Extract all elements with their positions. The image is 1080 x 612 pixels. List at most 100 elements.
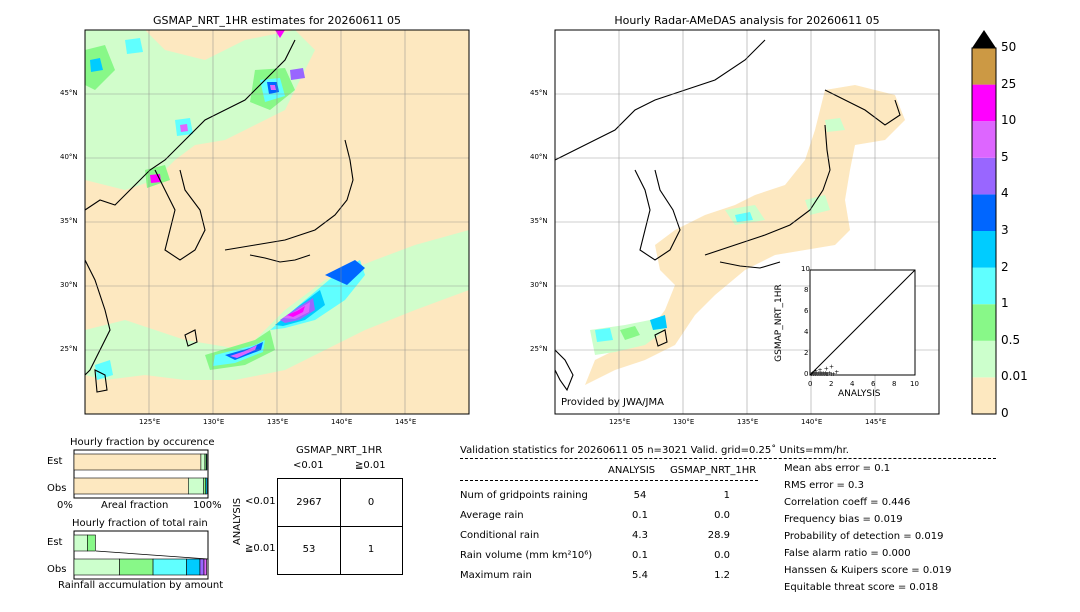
scatter-point-4: + <box>813 371 818 378</box>
scatter-ytick-2: 2 <box>804 349 809 357</box>
scatter-point-21: + <box>829 364 834 371</box>
totBars-obs-seg-3 <box>186 558 201 576</box>
left-lon-130: 130°E <box>203 418 225 426</box>
occBars-obs-seg-0 <box>73 477 189 495</box>
scatter-ytick-6: 6 <box>804 307 809 315</box>
scatter-point-6: + <box>815 371 820 378</box>
right-lat-45: 45°N <box>530 89 548 97</box>
left-lon-135: 135°E <box>267 418 289 426</box>
left-map <box>84 29 470 415</box>
stat-analysis-1: 0.1 <box>632 510 648 521</box>
occurrence-axis-right: 100% <box>193 500 222 511</box>
scatter-point-1: + <box>810 370 815 377</box>
scatter-point-12: + <box>822 371 827 378</box>
occurrence-axis-mid: Areal fraction <box>101 500 169 511</box>
scatter-xtick-10: 10 <box>910 380 919 388</box>
totBars-obs-seg-5 <box>203 558 207 576</box>
occurrence-row-obs: Obs <box>47 483 67 494</box>
total-rain-chart <box>73 530 209 580</box>
colorbar-label-2: 0.5 <box>1001 332 1021 347</box>
scatter-point-15: + <box>825 371 830 378</box>
total-rain-title: Hourly fraction of total rain <box>72 518 208 529</box>
colorbar-label-4: 2 <box>1001 259 1009 274</box>
right-lon-140: 140°E <box>801 418 823 426</box>
stat-analysis-3: 0.1 <box>632 550 648 561</box>
totBars-est-seg-0 <box>73 534 88 552</box>
right-lon-125: 125°E <box>609 418 631 426</box>
right-map-coverage <box>585 85 905 385</box>
contingency-cell-01: 0 <box>367 497 375 508</box>
contingency-cell-11: 1 <box>367 544 375 555</box>
colorbar-segments <box>972 48 996 414</box>
right-lat-35: 35°N <box>530 217 548 225</box>
contingency-col-ge: ≧0.01 <box>355 460 386 471</box>
colorbar-segment-8 <box>972 84 996 122</box>
scatter-points: +++++++++++++++++++++ ++ + <box>809 364 839 378</box>
scatter-xtick-0: 0 <box>808 380 813 388</box>
validation-col-analysis: ANALYSIS <box>608 465 656 476</box>
stat-label-1: Average rain <box>460 510 524 521</box>
scatter-point-23: + <box>817 367 822 374</box>
scatter-point-11: + <box>821 370 826 377</box>
scatter-point-0: + <box>809 371 814 378</box>
stat-label-3: Rain volume (mm km²10⁶) <box>460 550 593 561</box>
scatter-ytick-4: 4 <box>804 328 809 336</box>
score-7: Equitable threat score = 0.018 <box>784 582 939 593</box>
colorbar-segment-5 <box>972 194 996 231</box>
right-lon-135: 135°E <box>737 418 759 426</box>
scatter-point-13: + <box>823 370 828 377</box>
validation-col-gsmap: GSMAP_NRT_1HR <box>670 465 757 476</box>
occurrence-axis-left: 0% <box>57 500 73 511</box>
scatter-point-2: + <box>811 371 816 378</box>
total-rain-connector-0 <box>95 550 209 560</box>
scatter-point-17: + <box>829 371 834 378</box>
score-4: Probability of detection = 0.019 <box>784 531 944 542</box>
validation-divider <box>460 458 996 459</box>
occBars-est-seg-0 <box>73 453 202 471</box>
scatter-xtick-6: 6 <box>871 380 876 388</box>
colorbar-label-8: 10 <box>1001 113 1017 128</box>
left-lat-30: 30°N <box>60 281 78 289</box>
scatter-point-9: + <box>819 370 824 377</box>
stat-analysis-2: 4.3 <box>632 530 648 541</box>
occBars-obs-seg-1 <box>188 477 205 495</box>
score-0: Mean abs error = 0.1 <box>784 463 891 474</box>
scatter-ytick-0: 0 <box>804 370 809 378</box>
left-lat-25: 25°N <box>60 345 78 353</box>
colorbar-extend-arrow <box>972 30 996 48</box>
occurrence-row-est: Est <box>47 456 63 467</box>
colorbar-segment-1 <box>972 340 996 378</box>
colorbar-segment-2 <box>972 304 996 341</box>
scatter-xtick-8: 8 <box>892 380 897 388</box>
scatter-point-3: + <box>812 370 817 377</box>
right-lat-25: 25°N <box>530 345 548 353</box>
stat-gsmap-2: 28.9 <box>707 530 730 541</box>
colorbar-label-0: 0 <box>1001 406 1009 420</box>
right-map-rain <box>590 118 845 355</box>
colorbar-segment-7 <box>972 121 996 158</box>
left-lon-145: 145°E <box>395 418 417 426</box>
right-lon-130: 130°E <box>673 418 695 426</box>
occBars-obs-seg-2 <box>203 477 207 495</box>
score-2: Correlation coeff = 0.446 <box>784 497 911 508</box>
right-map-coastlines <box>554 39 901 392</box>
scatter-point-7: + <box>816 370 821 377</box>
scatter-inset: +++++++++++++++++++++ ++ + <box>809 269 916 378</box>
validation-header: Validation statistics for 20260611 05 n=… <box>460 445 849 456</box>
colorbar-label-7: 5 <box>1001 149 1009 164</box>
stat-label-4: Maximum rain <box>460 570 532 581</box>
total-rain-row-est: Est <box>47 537 63 548</box>
scatter-point-14: + <box>824 371 829 378</box>
validation-subdivider <box>460 480 758 481</box>
score-6: Hanssen & Kuipers score = 0.019 <box>784 565 952 576</box>
scatter-point-20: + <box>824 366 829 373</box>
scatter-xlabel: ANALYSIS <box>838 389 881 399</box>
scatter-diagonal <box>809 269 916 376</box>
scatter-point-8: + <box>817 371 822 378</box>
stat-analysis-0: 54 <box>633 490 647 501</box>
totBars-est-seg-1 <box>87 534 96 552</box>
left-map-coastlines <box>84 39 354 393</box>
colorbar-segment-0 <box>972 377 996 414</box>
occurrence-chart <box>73 449 209 499</box>
colorbar-label-5: 3 <box>1001 223 1009 237</box>
